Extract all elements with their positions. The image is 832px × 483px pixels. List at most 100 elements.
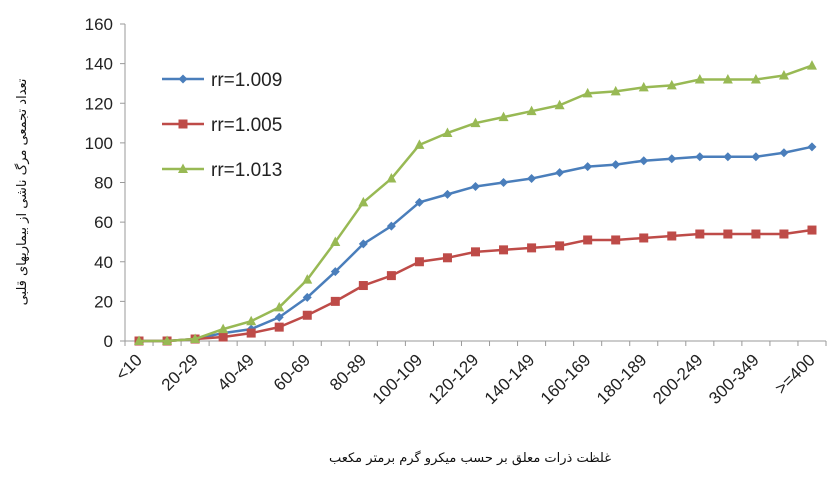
legend-item: rr=1.013 (162, 160, 282, 181)
data-point (302, 274, 313, 284)
legend-label: rr=1.005 (211, 115, 282, 136)
data-point (471, 247, 480, 257)
data-point (274, 322, 284, 332)
data-point (526, 105, 537, 116)
data-point (695, 152, 705, 162)
data-point (218, 332, 228, 342)
x-tick-label: 60-69 (270, 350, 314, 394)
legend-marker (178, 119, 188, 129)
data-point (274, 301, 285, 312)
data-point (806, 60, 817, 70)
data-point (750, 73, 761, 84)
data-point (751, 152, 761, 162)
x-tick-label: 100-109 (369, 350, 427, 408)
series-rr=1.013 (134, 60, 817, 345)
x-tick-label: 160-169 (537, 350, 595, 408)
data-point (246, 328, 256, 338)
data-point (555, 168, 565, 178)
data-point (666, 79, 677, 90)
x-tick-label: 300-349 (705, 350, 763, 408)
data-point (218, 323, 229, 334)
legend-marker (178, 74, 188, 84)
data-point (302, 292, 312, 302)
legend-marker (178, 163, 188, 173)
data-point (330, 267, 340, 277)
data-point (274, 312, 284, 322)
y-tick-label: 0 (104, 332, 113, 351)
x-tick-label: >=400 (771, 350, 819, 398)
x-axis-title: غلظت ذرات معلق بر حسب میکرو گرم برمتر مک… (329, 450, 611, 466)
data-point (190, 333, 201, 344)
data-point (694, 73, 705, 84)
legend-label: rr=1.013 (211, 160, 282, 181)
legend-label: rr=1.009 (211, 70, 282, 91)
series-rr=1.005 (134, 225, 817, 346)
data-point (414, 139, 425, 149)
data-point (499, 178, 509, 187)
y-tick-label: 60 (94, 213, 113, 232)
data-point (611, 235, 621, 245)
data-point (414, 197, 424, 207)
data-point (442, 189, 452, 199)
y-tick-label: 120 (85, 94, 113, 113)
data-point (555, 241, 565, 251)
y-tick-label: 80 (94, 174, 113, 193)
data-point (779, 148, 789, 158)
series-layer (134, 60, 817, 346)
data-point (807, 142, 817, 152)
data-point (610, 85, 621, 96)
data-point (638, 81, 649, 92)
data-point (583, 162, 593, 172)
legend: rr=1.009 rr=1.005 rr=1.013 (162, 70, 282, 181)
data-point (554, 99, 565, 110)
legend-item: rr=1.009 (162, 70, 282, 91)
data-point (667, 231, 677, 241)
x-tick-label: <10 (112, 350, 146, 384)
data-point (330, 236, 341, 246)
data-point (695, 229, 705, 239)
y-tick-label: 160 (85, 15, 113, 34)
data-point (442, 253, 452, 263)
legend-item: rr=1.005 (162, 115, 282, 136)
series-line (139, 64, 813, 343)
data-point (639, 156, 649, 166)
y-tick-label: 40 (94, 253, 113, 272)
data-point (527, 174, 537, 184)
data-point (358, 281, 368, 291)
data-point (751, 229, 761, 239)
data-point (162, 335, 173, 345)
data-point (582, 87, 593, 98)
x-axis-ticks: <10 20-29 40-49 60-69 80-89100-109120-129140… (112, 341, 827, 408)
data-point (723, 152, 733, 162)
data-point (414, 257, 424, 267)
data-point (246, 315, 257, 326)
data-point (807, 225, 817, 235)
data-point (302, 310, 312, 320)
data-point (498, 111, 509, 122)
data-point (723, 229, 733, 239)
data-point (442, 127, 453, 137)
data-point (358, 239, 368, 249)
data-point (779, 229, 789, 239)
y-tick-label: 100 (85, 134, 113, 153)
data-point (386, 221, 396, 231)
data-point (639, 233, 649, 243)
data-point (471, 181, 480, 191)
data-point (667, 154, 677, 164)
x-tick-label: 20-29 (158, 350, 202, 394)
data-point (499, 245, 509, 255)
data-point (330, 296, 340, 306)
x-tick-label: 180-189 (593, 350, 651, 408)
data-point (386, 271, 396, 281)
data-point (386, 173, 397, 183)
x-tick-label: 80-89 (326, 350, 370, 394)
data-point (527, 243, 537, 253)
x-tick-label: 40-49 (214, 350, 258, 394)
data-point (583, 235, 593, 245)
x-tick-label: 140-149 (481, 350, 539, 408)
x-tick-label: 200-249 (649, 350, 707, 408)
data-point (722, 73, 733, 84)
data-point (470, 117, 481, 128)
y-tick-label: 140 (85, 55, 113, 74)
